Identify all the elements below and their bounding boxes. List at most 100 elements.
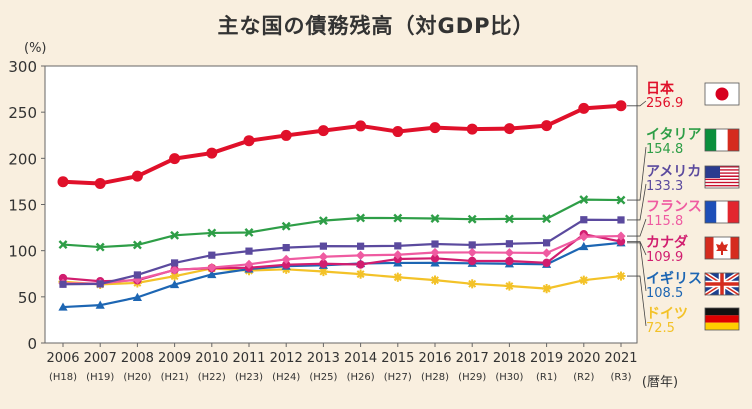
data-point (430, 275, 440, 285)
leader-line (627, 241, 647, 256)
x-era-label: (H23) (235, 372, 263, 383)
y-tick-label: 100 (8, 243, 37, 261)
data-point (468, 256, 477, 266)
flag-canada-icon (704, 236, 740, 260)
x-era-label: (H22) (198, 372, 226, 383)
data-point (318, 216, 328, 226)
series-value-label: 154.8 (646, 142, 683, 157)
y-tick-label: 50 (18, 289, 37, 307)
data-point (169, 153, 181, 165)
chart-title: 主な国の債務残高（対GDP比） (217, 14, 535, 38)
data-point (616, 195, 626, 205)
data-point (245, 247, 253, 255)
data-point (466, 123, 478, 135)
x-era-label: (R3) (610, 372, 631, 383)
data-point (467, 279, 477, 289)
data-point (468, 241, 476, 249)
data-point (394, 242, 402, 250)
data-point (317, 125, 329, 137)
series-line (62, 234, 622, 285)
x-tick-label: 2018 (493, 351, 526, 366)
data-point (281, 254, 291, 264)
x-era-label: (H27) (384, 372, 412, 383)
data-point (171, 259, 179, 267)
data-point (356, 269, 366, 279)
x-tick-label: 2010 (195, 351, 228, 366)
data-point (170, 279, 180, 289)
data-point (505, 256, 514, 266)
leader-line (627, 242, 647, 292)
data-point (208, 251, 216, 259)
data-point (617, 216, 625, 224)
data-point (132, 292, 142, 301)
data-point (543, 239, 551, 247)
x-era-label: (H26) (347, 372, 375, 383)
data-point (616, 231, 626, 241)
data-point (207, 262, 217, 273)
series-value-label: 72.5 (646, 321, 675, 336)
data-point (132, 240, 142, 250)
x-tick-label: 2012 (270, 351, 303, 366)
data-point (282, 260, 291, 269)
x-tick-label: 2015 (381, 351, 414, 366)
series-line (62, 103, 622, 186)
data-point (170, 230, 180, 240)
series-line (62, 198, 622, 249)
series-usa (59, 216, 625, 288)
flag-usa-icon (704, 165, 740, 189)
x-tick-label: 2019 (530, 351, 563, 366)
data-point (504, 248, 514, 258)
data-point (59, 280, 67, 288)
x-era-label: (H28) (421, 372, 449, 383)
x-tick-label: 2006 (46, 351, 79, 366)
data-point (57, 176, 69, 188)
data-point (580, 216, 588, 224)
flag-france-icon (704, 200, 740, 224)
series-value-label: 109.9 (646, 250, 683, 265)
series-name-label: イギリス (646, 270, 702, 287)
series-line (62, 218, 622, 286)
x-era-label: (H18) (49, 372, 77, 383)
data-point (280, 129, 292, 141)
x-tick-label: 2007 (84, 351, 117, 366)
x-unit-label: (暦年) (642, 375, 678, 390)
x-era-label: (H24) (272, 372, 300, 383)
data-point (541, 120, 553, 132)
data-point (133, 271, 141, 279)
leader-line (627, 275, 647, 327)
data-point (579, 275, 589, 285)
flag-uk-icon (703, 271, 741, 297)
series-name-label: ドイツ (646, 306, 688, 322)
series-value-label: 256.9 (646, 96, 683, 111)
data-point (319, 259, 328, 268)
leader-line (627, 100, 647, 107)
data-point (357, 242, 365, 250)
data-point (579, 232, 589, 242)
y-tick-label: 200 (8, 150, 37, 168)
y-tick-label: 250 (8, 104, 37, 122)
data-point (393, 272, 403, 282)
plot-area (44, 65, 638, 344)
data-point (207, 269, 217, 279)
data-point (430, 254, 440, 263)
data-point (542, 284, 552, 294)
x-tick-label: 2016 (418, 351, 451, 366)
y-tick-label: 150 (8, 197, 37, 215)
x-era-label: (H20) (123, 372, 151, 383)
data-point (96, 280, 104, 288)
x-era-label: (R1) (536, 372, 557, 383)
data-point (616, 271, 626, 281)
data-point (356, 250, 366, 260)
x-tick-label: 2008 (121, 351, 154, 366)
data-point (467, 247, 477, 258)
data-point (503, 123, 515, 135)
series-value-label: 133.3 (646, 179, 683, 194)
x-tick-label: 2011 (232, 351, 265, 366)
leader-line (627, 146, 647, 201)
data-point (282, 244, 290, 252)
x-tick-label: 2014 (344, 351, 377, 366)
data-point (392, 126, 404, 138)
data-point (207, 228, 217, 238)
